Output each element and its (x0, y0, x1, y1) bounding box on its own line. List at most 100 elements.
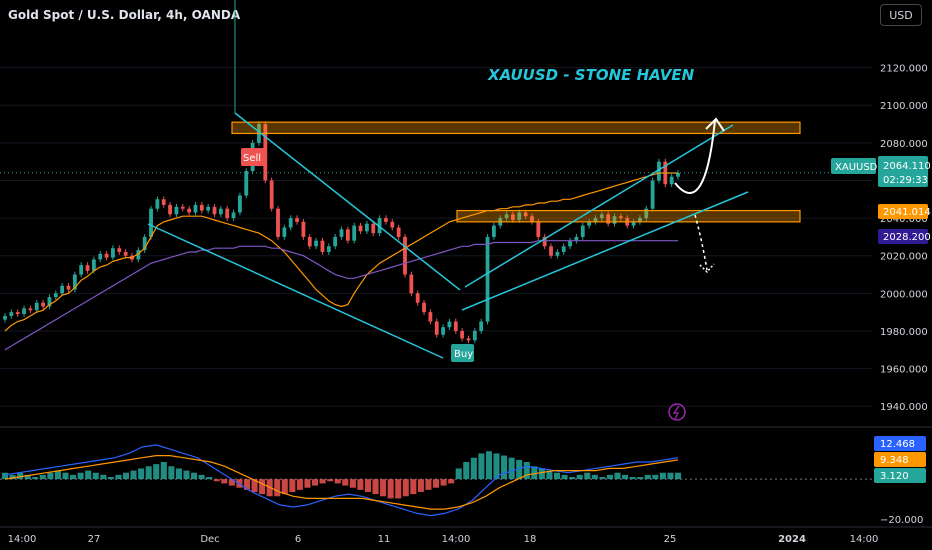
current-price-value: 2064.110 (883, 161, 931, 172)
histogram-bar (523, 462, 530, 480)
y-tick-label: 1960.000 (880, 365, 928, 376)
histogram-bar (622, 474, 629, 480)
histogram-bar (546, 470, 553, 480)
histogram-bar (259, 479, 266, 495)
x-tick-label: 27 (88, 534, 101, 545)
histogram-bar (553, 472, 561, 480)
candle (111, 248, 115, 258)
candle (269, 180, 274, 209)
price-badge (878, 156, 928, 187)
osc-value: 9.348 (880, 455, 909, 466)
histogram-bar (516, 459, 523, 480)
histogram-bar (342, 479, 349, 486)
trend-line (234, 112, 461, 291)
histogram-bar (448, 479, 455, 484)
candle (345, 229, 350, 241)
x-tick-label: 18 (524, 534, 537, 545)
candle (180, 206, 185, 209)
signal-line (4, 455, 679, 510)
histogram-bar (198, 474, 205, 480)
histogram-bar (85, 470, 92, 480)
candle (28, 308, 33, 311)
histogram-bar (122, 472, 130, 480)
osc-value: 12.468 (880, 439, 915, 450)
candle (371, 223, 376, 234)
candle (244, 171, 249, 196)
candle (34, 302, 39, 311)
candle (638, 218, 642, 222)
histogram-bar (652, 474, 659, 480)
histogram-bar (493, 453, 500, 480)
candle (561, 246, 566, 252)
histogram-bar (349, 479, 356, 488)
candle (657, 161, 661, 181)
candle (409, 274, 414, 294)
candle (142, 236, 147, 251)
candle (441, 327, 445, 335)
x-tick-label: 2024 (778, 534, 806, 545)
candle (301, 221, 306, 237)
moving-average-orange (4, 172, 678, 332)
histogram-bar (206, 477, 213, 480)
x-tick-label: 14:00 (442, 534, 471, 545)
candle (644, 208, 649, 219)
histogram-bar (629, 477, 636, 480)
ma-orange-badge (878, 204, 928, 219)
candle (174, 206, 179, 215)
candle (53, 293, 58, 298)
histogram-bar (410, 479, 417, 495)
candle (282, 227, 287, 237)
candle (333, 236, 338, 247)
arrow-down-icon (699, 263, 715, 274)
histogram-bar (100, 474, 107, 480)
x-tick-label: 6 (295, 534, 301, 545)
histogram-bar (32, 477, 39, 480)
histogram-bar (387, 479, 394, 499)
candle (288, 218, 293, 228)
candle (339, 229, 344, 237)
buy-label: Buy (454, 349, 473, 360)
trend-line (461, 191, 749, 311)
histogram-bar (175, 468, 182, 480)
histogram-bar (183, 470, 190, 480)
histogram-bar (395, 479, 402, 499)
histogram-bar (47, 472, 54, 480)
histogram-bar (228, 479, 235, 486)
ma-orange-value: 2041.014 (883, 207, 931, 218)
x-tick-label: 25 (664, 534, 677, 545)
histogram-bar (115, 474, 122, 480)
histogram-bar (508, 457, 515, 480)
candle (460, 330, 465, 339)
projection-down-path (694, 214, 708, 271)
candle (60, 285, 65, 294)
sell-label: Sell (243, 153, 261, 164)
histogram-bar (531, 466, 538, 480)
y-tick-label: 2020.000 (880, 252, 928, 263)
candle (504, 214, 509, 219)
candle (555, 251, 560, 256)
histogram-bar (54, 470, 61, 480)
histogram-bar (281, 479, 288, 495)
y-tick-label: 1980.000 (880, 327, 928, 338)
candle (568, 240, 572, 247)
histogram-bar (304, 479, 311, 488)
candle (631, 221, 636, 226)
resistance-zone (231, 121, 801, 135)
histogram-bar (591, 474, 598, 480)
candle (276, 208, 280, 237)
candle (66, 285, 71, 290)
osc-value-badge (874, 452, 926, 467)
candle (415, 293, 420, 303)
candle (104, 253, 109, 258)
histogram-bar (470, 457, 477, 480)
histogram-bar (251, 479, 258, 492)
symbol-badge-label: XAUUSD (835, 162, 878, 173)
candle (47, 297, 52, 307)
candle (212, 206, 217, 215)
candle (669, 176, 674, 185)
currency-button[interactable]: USD (880, 4, 922, 26)
osc-value-badge (874, 436, 926, 451)
candle (3, 315, 7, 320)
histogram-bar (138, 468, 145, 480)
